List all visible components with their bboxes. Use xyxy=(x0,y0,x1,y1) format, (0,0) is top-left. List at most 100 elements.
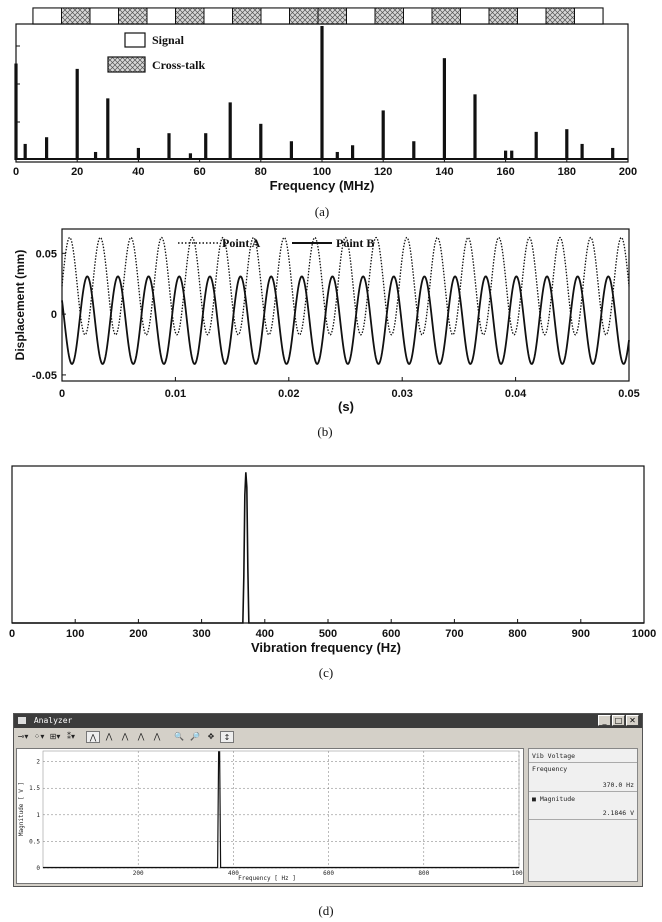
signal-cell xyxy=(203,7,233,25)
caption-c: (c) xyxy=(319,665,333,680)
crosstalk-cell xyxy=(61,7,91,25)
panel-a-chart: 0 20 40 60 80 100 120 140 160 180 200 Signal Cross… xyxy=(13,7,637,219)
y-tick-label: 0.5 xyxy=(29,838,40,845)
spectral-line xyxy=(23,143,27,160)
signal-cell xyxy=(89,7,119,25)
autoscale-icon[interactable]: ↕ xyxy=(220,731,234,743)
grid-tool-icon[interactable]: ⊞▾ xyxy=(49,732,61,741)
spectral-line xyxy=(442,58,446,160)
caption-b: (b) xyxy=(317,424,332,439)
pan-icon[interactable]: ✥ xyxy=(207,732,215,741)
crosstalk-cell xyxy=(317,7,347,25)
x-tick-label: 0.04 xyxy=(505,388,527,400)
maximize-button[interactable]: □ xyxy=(612,715,625,726)
x-tick-label: 0 xyxy=(13,166,19,178)
x-tick-label: 800 xyxy=(508,628,526,640)
cursor-tool-icon[interactable]: ⊸▾ xyxy=(17,732,29,741)
crosstalk-cell xyxy=(118,7,148,25)
legend-crosstalk-swatch xyxy=(107,56,146,73)
spectral-line xyxy=(75,68,79,160)
x-tick-label: 0 xyxy=(59,388,65,400)
analyzer-plot-area[interactable]: 200 400 600 800 1000 0 0.5 1 1.5 2 Magnitude [ V … xyxy=(16,748,524,884)
analyzer-x-label: Frequency [ Hz ] xyxy=(238,875,296,882)
legend-point-a-label: Point A xyxy=(222,236,261,250)
spectral-line xyxy=(510,150,514,160)
series-point-b xyxy=(61,275,630,366)
peak-left-icon[interactable]: ⋀ xyxy=(105,732,113,741)
analyzer-window: Analyzer _ □ ✕ ⊸▾ ⁘▾ ⊞▾ ⁑▾ ⋀ ⋀ ⋀ ⋀ ⋀ 🔍 🔎… xyxy=(13,713,643,887)
frequency-value: 370.0 Hz xyxy=(602,781,634,789)
spectral-line xyxy=(204,133,208,160)
peak-next-icon[interactable]: ⋀ xyxy=(137,732,145,741)
x-tick-label: 0.01 xyxy=(165,388,186,400)
analyzer-peak-trace xyxy=(43,751,519,869)
x-axis-label-b: (s) xyxy=(338,399,354,414)
crosstalk-cell xyxy=(232,7,262,25)
spectral-line xyxy=(188,153,193,160)
analyzer-plot: 200 400 600 800 1000 0 0.5 1 1.5 2 Magnitude [ V … xyxy=(18,750,523,882)
x-tick-label: 400 xyxy=(228,870,239,877)
magnitude-square-icon: ■ xyxy=(532,795,540,803)
close-button[interactable]: ✕ xyxy=(626,715,639,726)
y-tick-label: 0.05 xyxy=(36,248,57,260)
y-tick-label: -0.05 xyxy=(32,370,57,382)
x-tick-label: 300 xyxy=(192,628,210,640)
caption-d: (d) xyxy=(318,903,333,918)
caption-a: (a) xyxy=(315,204,329,219)
peak-370hz xyxy=(12,472,644,624)
signal-cell xyxy=(32,7,62,25)
spectral-line xyxy=(611,147,615,160)
x-tick-label: 500 xyxy=(319,628,337,640)
zoom-in-icon[interactable]: 🔍 xyxy=(174,732,184,741)
spectral-line xyxy=(534,131,538,160)
x-tick-label: 600 xyxy=(323,870,334,877)
signal-cell xyxy=(403,7,433,25)
measurement-panel: Vib Voltage Frequency 370.0 Hz ■ Magnitu… xyxy=(528,748,638,882)
series-point-a xyxy=(61,236,630,336)
spectral-line xyxy=(167,133,171,160)
x-tick-label: 200 xyxy=(129,628,147,640)
y-tick-label: 0 xyxy=(51,309,57,321)
y-tick-label: 2 xyxy=(36,759,40,766)
x-tick-label: 0.05 xyxy=(618,388,639,400)
plot-frame-c xyxy=(11,465,645,624)
zoom-out-icon[interactable]: 🔎 xyxy=(190,732,200,741)
magnitude-label: Magnitude xyxy=(539,795,576,803)
y-axis-label-b: Displacement (mm) xyxy=(13,250,27,361)
x-tick-label: 400 xyxy=(256,628,274,640)
trace-tool-icon[interactable]: ⁑▾ xyxy=(66,732,75,741)
spectral-line xyxy=(381,110,385,160)
legend-point-b-label: Point B xyxy=(336,236,374,250)
channel-name: Vib Voltage xyxy=(532,752,576,760)
y-tick-label: 0 xyxy=(36,865,40,872)
spectral-line xyxy=(320,26,324,160)
peak-right-icon[interactable]: ⋀ xyxy=(121,732,129,741)
y-tick-label: 1.5 xyxy=(29,785,40,792)
x-tick-label: 60 xyxy=(193,166,205,178)
marker-tool-icon[interactable]: ⁘▾ xyxy=(33,732,45,741)
legend-signal-label: Signal xyxy=(152,33,185,47)
spectral-line xyxy=(351,145,355,160)
legend-crosstalk-label: Cross-talk xyxy=(152,58,205,72)
signal-cell xyxy=(346,7,376,25)
signal-cell xyxy=(517,7,547,25)
x-tick-label: 180 xyxy=(558,166,576,178)
analyzer-toolbar: ⊸▾ ⁘▾ ⊞▾ ⁑▾ ⋀ ⋀ ⋀ ⋀ ⋀ 🔍 🔎 ✥ ↕ xyxy=(14,729,642,745)
signal-cell xyxy=(146,7,176,25)
panel-c-chart: 0 100 200 300 400 500 600 700 800 900 1000 Vibrati… xyxy=(9,465,656,680)
peak-table-icon[interactable]: ⋀ xyxy=(153,732,161,741)
frequency-label: Frequency xyxy=(532,765,568,773)
x-tick-label: 200 xyxy=(133,870,144,877)
spectral-line xyxy=(473,94,477,160)
peak-tool-icon[interactable]: ⋀ xyxy=(86,731,100,743)
x-tick-label: 100 xyxy=(66,628,84,640)
x-axis-label-a: Frequency (MHz) xyxy=(270,178,375,193)
spectral-line xyxy=(228,102,232,160)
minimize-button[interactable]: _ xyxy=(598,715,611,726)
spectral-line xyxy=(106,98,110,160)
x-tick-label: 0.03 xyxy=(391,388,412,400)
spectral-line xyxy=(335,151,339,160)
signal-cell xyxy=(574,7,604,25)
crosstalk-cell xyxy=(431,7,461,25)
